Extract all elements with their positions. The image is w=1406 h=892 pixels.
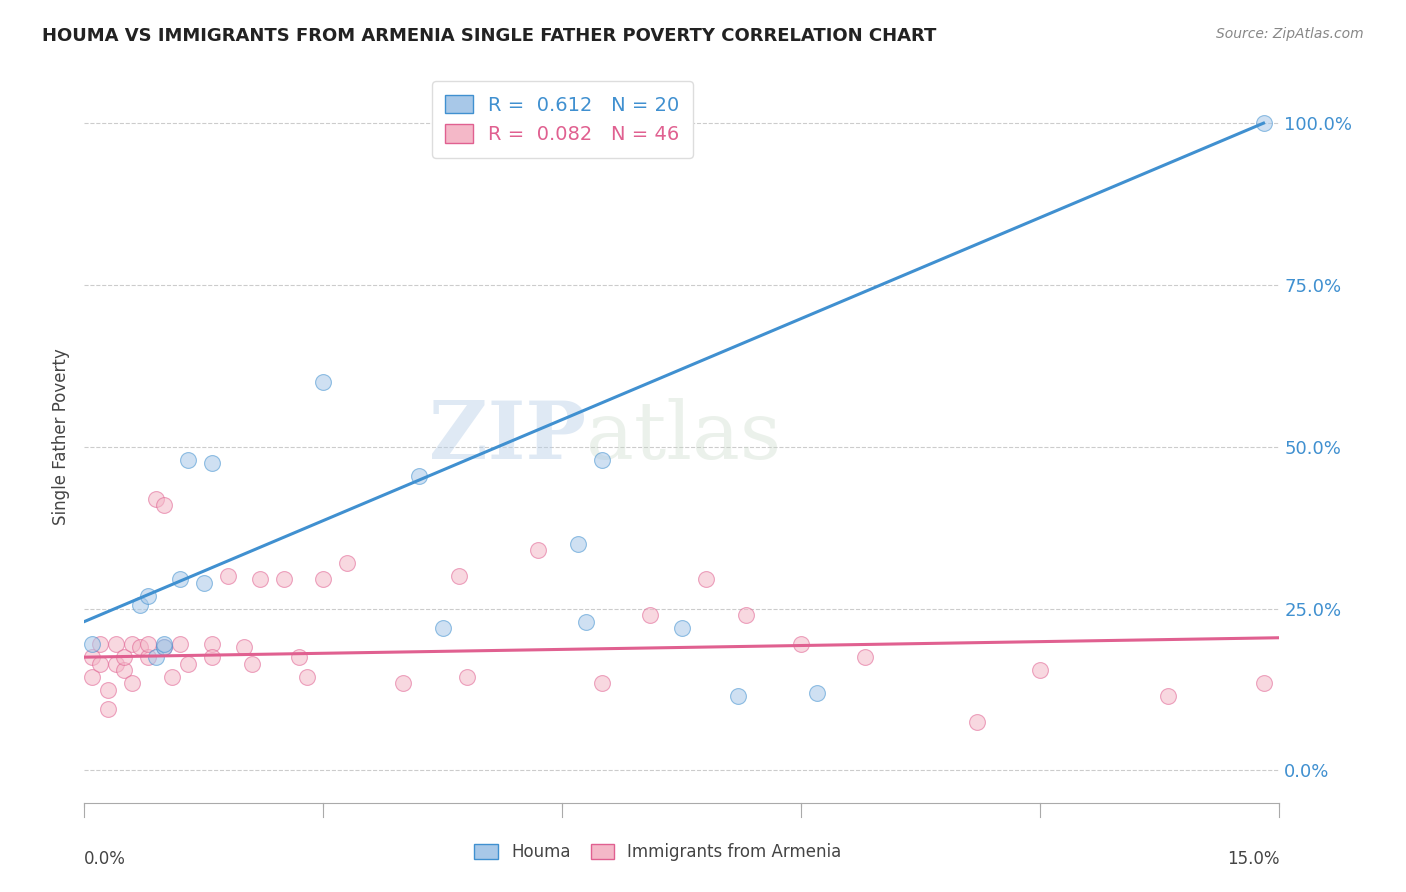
Point (112, 663, 135, 677)
Point (82, 650, 104, 665)
Point (136, 650, 159, 665)
Text: Source: ZipAtlas.com: Source: ZipAtlas.com (1216, 27, 1364, 41)
Point (177, 452, 200, 467)
Point (145, 491, 167, 506)
Point (105, 637, 128, 651)
Point (790, 637, 813, 651)
Point (160, 669, 183, 683)
Point (312, 375, 335, 389)
Point (638, 608, 661, 623)
Legend: Houma, Immigrants from Armenia: Houma, Immigrants from Armenia (468, 837, 848, 868)
Point (966, 714, 988, 729)
Point (201, 650, 224, 665)
Point (153, 640, 176, 655)
Point (201, 456, 224, 470)
Point (89, 637, 111, 651)
Point (112, 650, 135, 665)
Point (153, 640, 176, 655)
Point (853, 650, 876, 665)
Point (89, 657, 111, 671)
Text: 0.0%: 0.0% (84, 850, 127, 868)
Point (217, 569, 239, 583)
Point (297, 669, 319, 683)
Point (153, 498, 176, 512)
Point (82, 669, 104, 683)
Point (288, 650, 311, 665)
Point (392, 676, 415, 690)
Point (1029, 663, 1052, 677)
Point (806, 686, 828, 700)
Point (153, 637, 176, 651)
Point (249, 573, 271, 587)
Point (734, 608, 756, 623)
Point (447, 569, 470, 583)
Point (105, 657, 128, 671)
Y-axis label: Single Father Poverty: Single Father Poverty (52, 349, 70, 525)
Point (97, 702, 120, 716)
Point (136, 637, 159, 651)
Point (97, 682, 120, 697)
Point (671, 621, 693, 635)
Point (273, 573, 295, 587)
Point (408, 469, 430, 483)
Point (591, 676, 613, 690)
Point (193, 575, 215, 590)
Point (136, 589, 159, 603)
Point (129, 640, 152, 655)
Point (232, 640, 254, 655)
Point (240, 657, 263, 671)
Point (456, 669, 478, 683)
Point (527, 543, 550, 558)
Point (1253, 676, 1275, 690)
Point (129, 599, 152, 613)
Point (169, 637, 191, 651)
Point (201, 637, 224, 651)
Point (145, 650, 167, 665)
Text: ZIP: ZIP (429, 398, 586, 476)
Point (567, 537, 589, 551)
Point (121, 676, 143, 690)
Point (727, 689, 749, 703)
Point (169, 573, 191, 587)
Point (121, 637, 143, 651)
Point (575, 615, 598, 629)
Point (1253, 116, 1275, 130)
Text: 15.0%: 15.0% (1227, 850, 1279, 868)
Point (432, 621, 454, 635)
Text: HOUMA VS IMMIGRANTS FROM ARMENIA SINGLE FATHER POVERTY CORRELATION CHART: HOUMA VS IMMIGRANTS FROM ARMENIA SINGLE … (42, 27, 936, 45)
Point (1157, 689, 1180, 703)
Point (336, 557, 359, 571)
Point (312, 573, 335, 587)
Point (591, 452, 613, 467)
Text: atlas: atlas (586, 398, 782, 476)
Point (695, 573, 717, 587)
Point (82, 637, 104, 651)
Point (177, 657, 200, 671)
